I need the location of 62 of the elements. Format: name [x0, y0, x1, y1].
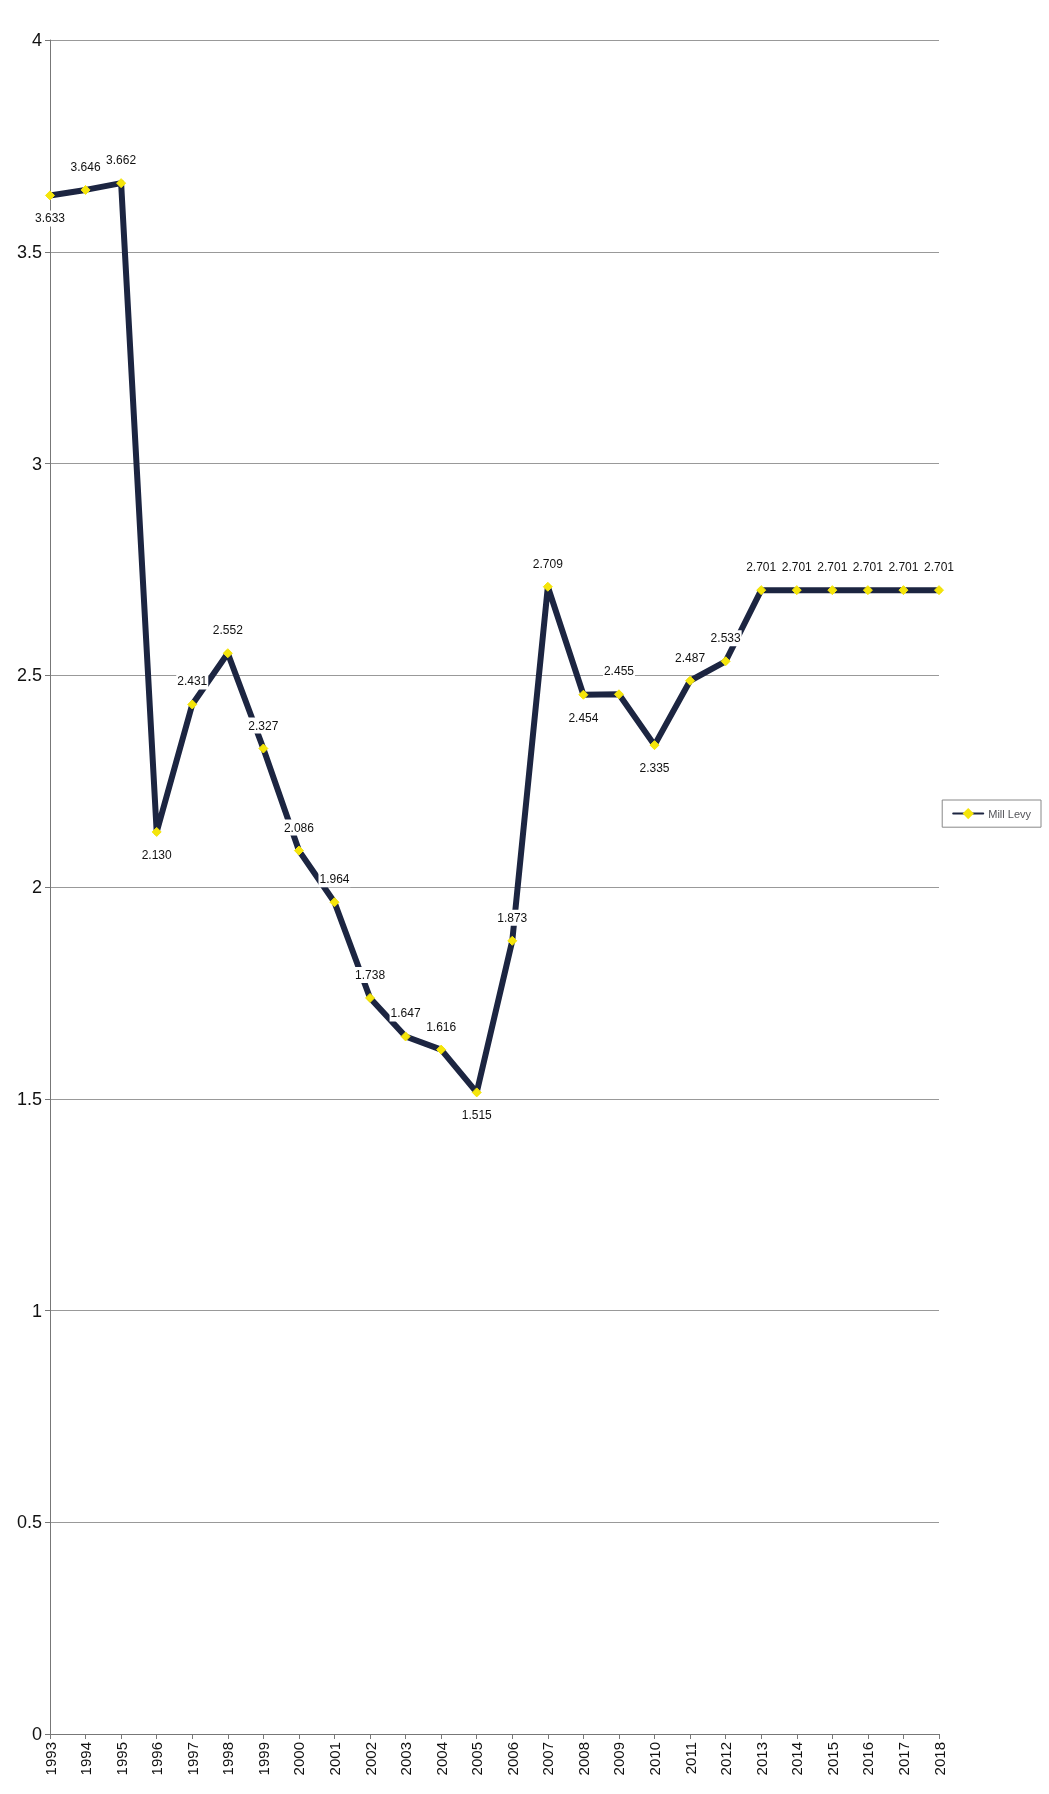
x-tick-label: 2011 [681, 1742, 699, 1775]
data-label: 3.662 [106, 153, 137, 168]
data-label: 2.533 [710, 631, 741, 646]
data-label: 2.130 [141, 847, 173, 862]
x-tick-label: 2018 [930, 1742, 948, 1776]
x-tick-label: 2015 [823, 1742, 841, 1776]
y-tick-label: 2 [31, 877, 42, 897]
legend-label: Mill Levy [988, 807, 1032, 820]
x-tick-label: 2000 [290, 1742, 308, 1776]
x-tick-label: 1999 [254, 1742, 272, 1776]
data-label: 2.335 [639, 761, 670, 776]
data-label: 1.964 [319, 872, 350, 887]
x-tick-label: 2002 [361, 1742, 379, 1776]
x-tick-label: 1996 [148, 1742, 166, 1776]
y-tick-label: 1.5 [16, 1088, 42, 1109]
x-tick-label: 2005 [468, 1742, 486, 1776]
x-tick-label: 2012 [717, 1742, 735, 1776]
x-tick-label: 1998 [219, 1742, 237, 1776]
y-tick-label: 2.5 [16, 665, 42, 686]
data-label: 2.455 [603, 664, 635, 679]
data-label: 3.646 [70, 159, 101, 174]
data-label: 2.487 [675, 650, 706, 665]
data-label: 2.327 [248, 718, 279, 733]
y-tick-label: 4 [31, 30, 42, 50]
data-label: 2.701 [852, 560, 884, 575]
x-tick-label: 2004 [432, 1742, 450, 1776]
data-label: 2.701 [888, 560, 919, 575]
data-label: 1.738 [355, 967, 386, 982]
x-tick-label: 2010 [646, 1742, 664, 1776]
y-tick-label: 1 [31, 1300, 42, 1321]
data-label: 2.701 [746, 560, 777, 575]
x-tick-label: 2003 [397, 1742, 415, 1776]
data-label: 2.454 [568, 710, 599, 725]
x-tick-label: 2009 [610, 1742, 628, 1776]
x-tick-label: 2001 [325, 1742, 343, 1776]
data-label: 2.086 [283, 820, 315, 835]
x-tick-label: 2008 [574, 1742, 592, 1776]
data-label: 2.709 [532, 556, 564, 571]
data-label: 1.873 [497, 910, 528, 925]
y-tick-label: 0 [31, 1724, 42, 1744]
data-label: 2.552 [212, 623, 244, 638]
x-tick-label: 1997 [183, 1742, 201, 1776]
data-label: 1.616 [426, 1019, 457, 1034]
x-tick-label: 2016 [859, 1742, 877, 1776]
x-tick-label: 2007 [539, 1742, 557, 1776]
data-label: 3.633 [34, 211, 66, 226]
y-tick-label: 3.5 [16, 241, 42, 262]
data-label: 1.515 [461, 1108, 493, 1123]
data-label: 2.701 [817, 560, 848, 575]
x-tick-label: 2006 [503, 1742, 521, 1776]
y-tick-label: 3 [31, 453, 42, 474]
data-label: 2.431 [177, 674, 208, 689]
data-label: 2.701 [781, 560, 813, 575]
x-tick-label: 1993 [41, 1742, 59, 1776]
x-tick-label: 2017 [894, 1742, 912, 1776]
y-tick-label: 0.5 [16, 1512, 42, 1533]
data-label: 2.701 [923, 560, 955, 575]
x-tick-label: 2013 [752, 1742, 770, 1776]
x-tick-label: 1994 [77, 1742, 95, 1776]
data-label: 1.647 [390, 1006, 421, 1021]
x-tick-label: 2014 [788, 1742, 806, 1776]
x-tick-label: 1995 [112, 1742, 130, 1776]
